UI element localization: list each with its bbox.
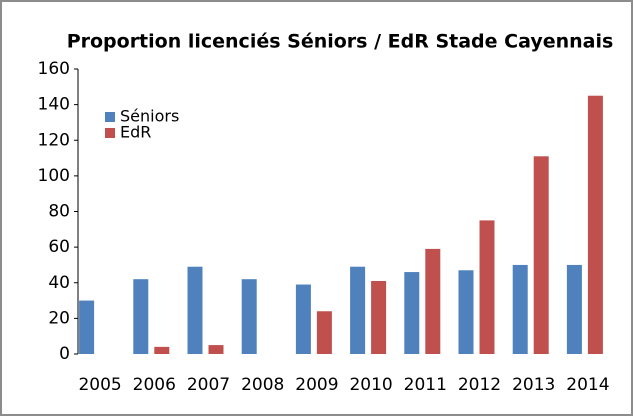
y-tick-label: 120 <box>38 130 70 150</box>
y-tick-label: 160 <box>38 59 70 79</box>
bar <box>241 279 257 354</box>
x-tick-label: 2014 <box>566 375 609 395</box>
bar <box>154 346 170 354</box>
x-tick-label: 2010 <box>349 375 392 395</box>
x-tick-label: 2006 <box>133 375 176 395</box>
bar <box>512 264 528 354</box>
legend-swatch <box>105 112 115 122</box>
bar <box>316 311 332 354</box>
bar <box>587 95 603 354</box>
x-tick-label: 2011 <box>404 375 447 395</box>
x-tick-label: 2009 <box>295 375 338 395</box>
bar <box>350 266 366 354</box>
bar <box>371 280 387 354</box>
bar <box>425 248 441 354</box>
bar <box>479 220 495 354</box>
bar <box>566 264 582 354</box>
bar <box>404 272 420 354</box>
bar <box>187 266 203 354</box>
bar <box>295 284 311 354</box>
x-tick-label: 2012 <box>458 375 501 395</box>
legend-swatch <box>105 128 115 138</box>
y-tick-label: 20 <box>48 308 70 328</box>
x-tick-label: 2007 <box>187 375 230 395</box>
legend-label: Séniors <box>120 107 179 126</box>
y-tick-label: 60 <box>48 237 70 257</box>
legend-label: EdR <box>120 123 151 142</box>
y-tick-label: 0 <box>59 344 70 364</box>
bar <box>79 300 95 354</box>
y-tick-label: 80 <box>48 202 70 222</box>
x-tick-label: 2008 <box>241 375 284 395</box>
y-tick-label: 100 <box>38 166 70 186</box>
bar <box>133 279 149 354</box>
bar <box>208 345 224 354</box>
y-tick-label: 40 <box>48 273 70 293</box>
x-tick-label: 2005 <box>78 375 121 395</box>
chart-title: Proportion licenciés Séniors / EdR Stade… <box>67 31 614 53</box>
x-tick-label: 2013 <box>512 375 555 395</box>
bar <box>458 270 474 354</box>
y-tick-label: 140 <box>38 95 70 115</box>
bar <box>533 156 549 354</box>
